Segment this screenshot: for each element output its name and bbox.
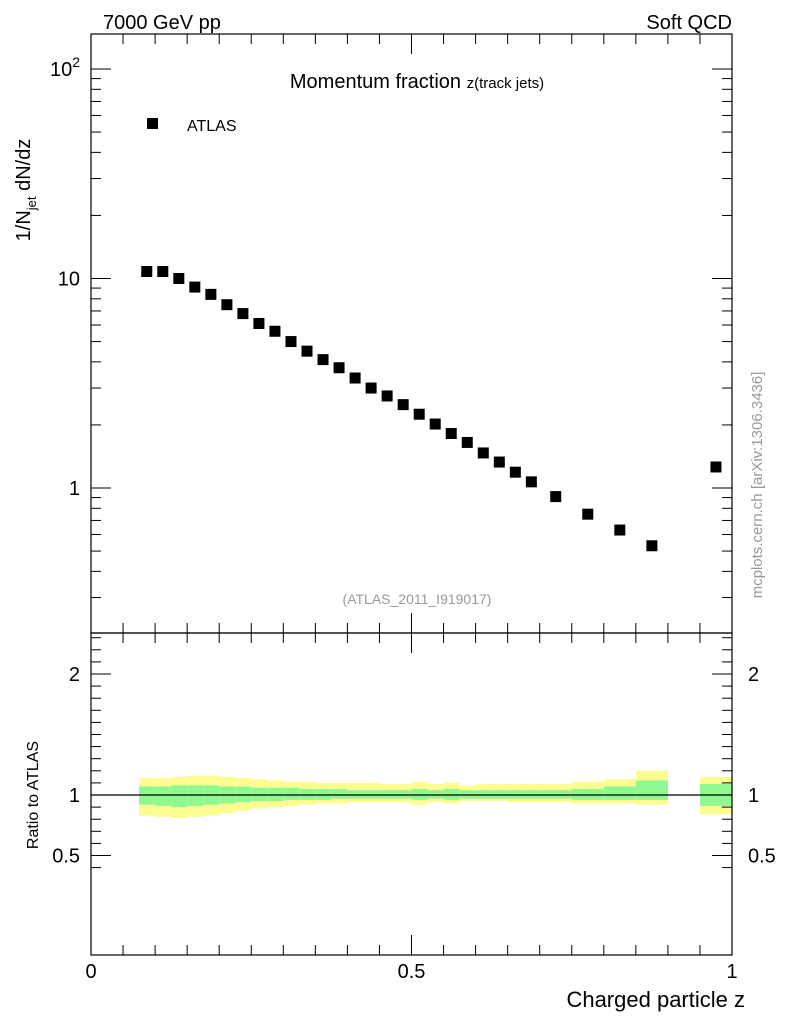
data-point (365, 382, 377, 394)
data-point (429, 418, 441, 430)
y-tick-label-base: 10 (58, 269, 80, 291)
ratio-band-inner (411, 788, 428, 800)
ratio-band-inner (155, 786, 172, 806)
ratio-band-inner (283, 787, 300, 800)
ratio-band-inner (635, 780, 668, 800)
chart-title: Momentum fraction z(track jets) (290, 71, 544, 93)
y-tick-label-exponent: 2 (72, 54, 80, 70)
data-point (381, 390, 393, 402)
ratio-band-inner (235, 786, 252, 803)
y-label-main: 1/N (13, 210, 35, 241)
data-point (477, 447, 489, 459)
data-point (317, 354, 329, 366)
y-tick-label: 10 (58, 269, 80, 291)
chart-title-sub: z(track jets) (467, 75, 545, 92)
ratio-band-inner (507, 790, 524, 799)
x-tick-label: 0 (85, 961, 96, 983)
ratio-y-axis-label: Ratio to ATLAS (25, 741, 42, 849)
data-point (550, 491, 562, 503)
ratio-band-inner (379, 790, 396, 799)
header-right: Soft QCD (646, 12, 732, 34)
ratio-y-tick-label-right: 1 (748, 785, 759, 807)
ratio-y-tick-label-right: 0.5 (748, 846, 776, 868)
chart-title-main: Momentum fraction (290, 71, 467, 93)
data-point (173, 273, 185, 284)
y-tick-label: 102 (50, 54, 80, 81)
ratio-band-inner (267, 787, 284, 802)
main-y-axis-label: 1/Njet dN/dz (13, 139, 39, 242)
data-point (221, 299, 233, 311)
data-point (646, 540, 658, 552)
source-annotation: (ATLAS_2011_I919017) (343, 591, 492, 607)
header-left: 7000 GeV pp (103, 12, 221, 34)
data-point (301, 345, 313, 357)
ratio-band-inner (523, 790, 540, 799)
data-points (141, 265, 722, 552)
ratio-band-inner (395, 790, 412, 799)
legend-label: ATLAS (187, 118, 237, 135)
ratio-y-tick-label-left: 2 (69, 664, 80, 686)
ratio-band-inner (363, 790, 380, 799)
y-tick-label: 1 (69, 478, 80, 500)
y-tick-label-base: 10 (50, 59, 72, 81)
ratio-band-inner (539, 790, 572, 799)
ratio-band-inner (251, 787, 268, 802)
ratio-band-inner (187, 785, 204, 806)
ratio-band-inner (491, 790, 508, 799)
ratio-band-inner (171, 785, 188, 808)
data-point (397, 399, 409, 411)
ratio-band-inner (571, 788, 604, 800)
ratio-band-inner (427, 790, 444, 799)
ratio-band-inner (603, 786, 636, 800)
data-point (710, 461, 722, 473)
y-label-sub: jet (24, 196, 39, 211)
data-point (205, 288, 217, 300)
ratio-band-inner (475, 790, 492, 799)
ratio-band-inner (315, 788, 332, 800)
data-point (349, 372, 361, 384)
data-point (285, 336, 297, 348)
data-point (525, 476, 537, 488)
data-point (253, 317, 265, 329)
data-point (582, 508, 594, 520)
data-point (237, 308, 249, 320)
axis-ticks (90, 34, 733, 955)
side-reference-label: mcplots.cern.ch [arXiv:1306.3436] (749, 372, 766, 599)
ratio-band-inner (459, 790, 476, 799)
data-point (141, 265, 153, 277)
x-tick-label: 1 (726, 961, 737, 983)
legend-marker (147, 118, 158, 129)
data-point (445, 428, 457, 440)
ratio-band-inner (331, 788, 348, 799)
data-point (157, 265, 169, 277)
data-point (269, 325, 281, 337)
data-point (189, 281, 201, 293)
ratio-band-inner (299, 788, 316, 800)
data-point (614, 524, 626, 536)
ratio-plot-frame (90, 632, 733, 956)
ratio-y-tick-label-left: 1 (69, 785, 80, 807)
y-label-tail: dN/dz (13, 139, 35, 197)
ratio-bands (139, 770, 732, 818)
ratio-band-inner (139, 786, 156, 805)
ratio-band-inner (347, 790, 364, 799)
ratio-band-inner (443, 788, 460, 800)
data-point (333, 362, 345, 374)
y-tick-label-base: 1 (69, 478, 80, 500)
ratio-y-tick-label-right: 2 (748, 664, 759, 686)
data-point (413, 408, 425, 420)
x-tick-label: 0.5 (398, 961, 426, 983)
data-point (461, 436, 473, 448)
x-axis-label: Charged particle z (566, 987, 745, 1012)
data-point (509, 466, 521, 478)
data-point (493, 456, 505, 468)
ratio-y-tick-label-left: 0.5 (52, 846, 80, 868)
